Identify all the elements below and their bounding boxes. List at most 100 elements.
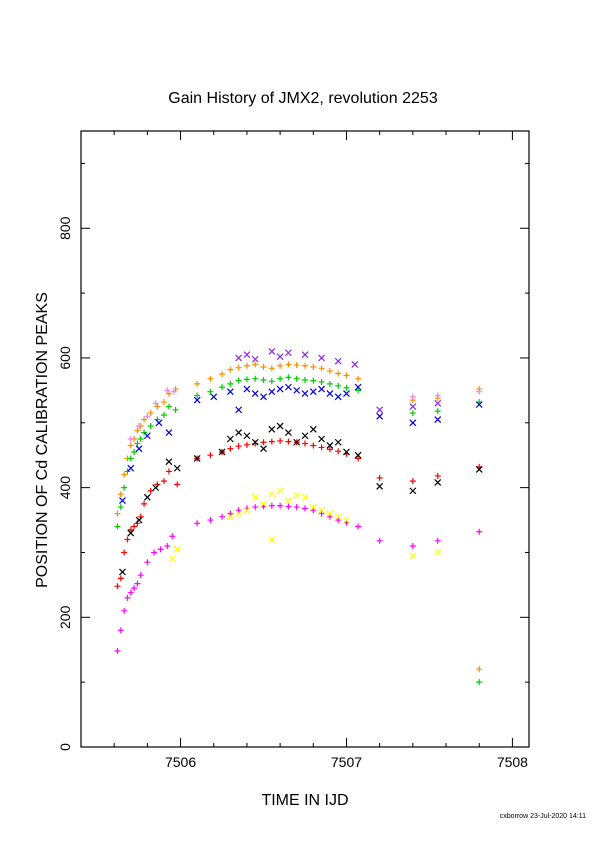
- data-point-series-3: [260, 393, 267, 401]
- data-point-series-2: [131, 448, 138, 455]
- data-point-series-8: [173, 545, 181, 553]
- data-point-series-7: [164, 542, 171, 549]
- y-tick-label: 800: [57, 216, 73, 240]
- data-point-series-0: [154, 403, 161, 410]
- data-point-series-7: [326, 513, 333, 520]
- data-point-series-8: [268, 490, 276, 498]
- data-point-series-0: [318, 365, 325, 372]
- data-point-series-6: [284, 429, 292, 436]
- data-point-series-7: [318, 510, 325, 517]
- data-point-series-1: [170, 388, 177, 395]
- axis-tick-labels: 7506 7507 7508 0 200 400 600 800: [57, 216, 528, 770]
- data-point-series-1: [136, 423, 143, 430]
- data-point-series-7: [335, 517, 342, 524]
- data-point-series-2: [165, 403, 172, 410]
- data-point-series-6: [326, 442, 334, 449]
- data-point-series-6: [334, 438, 342, 446]
- data-point-series-0: [207, 375, 214, 382]
- data-point-series-5: [376, 474, 383, 481]
- data-point-series-3: [434, 416, 442, 423]
- data-point-series-7: [137, 572, 144, 579]
- data-point-series-8: [343, 516, 350, 524]
- data-point-series-2: [293, 375, 300, 382]
- data-point-series-3: [309, 388, 317, 396]
- data-point-series-2: [117, 504, 124, 511]
- data-point-series-5: [207, 452, 214, 459]
- data-point-series-5: [285, 438, 292, 445]
- data-point-series-4: [284, 349, 292, 357]
- data-point-series-2: [302, 376, 308, 383]
- data-point-series-4: [409, 403, 417, 411]
- data-point-series-7: [285, 503, 292, 510]
- data-point-series-0: [293, 362, 300, 369]
- data-point-series-2: [355, 387, 362, 394]
- data-point-series-5: [335, 448, 342, 455]
- data-point-series-2: [243, 376, 250, 383]
- data-point-series-2: [124, 468, 131, 475]
- data-point-series-5: [227, 445, 234, 452]
- y-tick-label: 600: [57, 346, 73, 370]
- data-point-series-5: [131, 523, 138, 530]
- data-point-series-3: [235, 406, 243, 414]
- data-point-series-2: [147, 423, 154, 430]
- data-point-series-3: [251, 390, 259, 398]
- x-tick-label: 7506: [165, 754, 196, 770]
- data-point-series-2: [227, 380, 234, 387]
- data-point-series-3: [210, 393, 218, 401]
- data-point-series-8: [334, 513, 342, 521]
- data-point-series-6: [173, 464, 181, 472]
- data-point-series-6: [218, 448, 226, 456]
- data-point-series-7: [134, 580, 141, 587]
- data-point-series-7: [157, 546, 164, 553]
- data-point-series-7: [293, 504, 300, 511]
- data-point-series-3: [193, 396, 201, 404]
- data-point-series-5: [147, 487, 154, 494]
- y-axis-label: POSITION OF Cd CALIBRATION PEAKS: [34, 292, 51, 588]
- data-point-series-2: [335, 382, 342, 389]
- x-tick-label: 7508: [497, 754, 528, 770]
- data-point-series-4: [276, 353, 284, 361]
- data-point-series-3: [268, 388, 276, 396]
- data-point-series-2: [260, 376, 267, 383]
- data-point-series-7: [409, 542, 416, 549]
- footer-stamp: cxborrow 23-Jul-2020 14:11: [500, 813, 586, 820]
- data-point-series-5: [114, 583, 121, 590]
- data-point-series-6: [260, 445, 267, 453]
- data-point-series-2: [114, 523, 121, 530]
- data-point-series-6: [475, 466, 483, 473]
- data-point-series-1: [127, 436, 134, 442]
- data-point-series-5: [243, 441, 250, 448]
- data-point-series-7: [277, 502, 284, 509]
- data-point-series-5: [124, 536, 131, 543]
- data-point-series-2: [252, 375, 259, 382]
- data-point-series-6: [376, 482, 384, 490]
- data-point-series-5: [174, 481, 181, 488]
- data-point-series-6: [235, 429, 243, 436]
- data-point-series-7: [121, 607, 128, 614]
- x-axis-label: TIME IN IJD: [261, 792, 348, 809]
- data-point-series-4: [251, 355, 259, 363]
- data-point-series-5: [302, 440, 308, 447]
- data-point-series-0: [117, 491, 124, 498]
- data-point-series-6: [354, 451, 362, 459]
- data-point-series-2: [285, 374, 292, 381]
- data-point-series-8: [251, 493, 259, 501]
- data-point-series-7: [144, 559, 151, 566]
- data-point-series-0: [326, 367, 333, 374]
- data-point-series-5: [160, 478, 167, 485]
- axis-ticks: [80, 131, 529, 748]
- data-point-series-5: [127, 526, 134, 533]
- data-point-series-7: [434, 537, 441, 544]
- data-point-series-7: [117, 627, 124, 634]
- data-points: [114, 348, 483, 686]
- data-point-series-7: [302, 505, 308, 512]
- data-point-series-8: [301, 493, 309, 501]
- data-point-series-5: [260, 439, 267, 446]
- data-point-series-4: [351, 361, 359, 368]
- data-point-series-3: [376, 412, 384, 420]
- data-point-series-1: [409, 393, 416, 400]
- data-point-series-6: [243, 432, 251, 440]
- data-point-series-8: [309, 503, 317, 511]
- data-point-series-8: [260, 500, 267, 508]
